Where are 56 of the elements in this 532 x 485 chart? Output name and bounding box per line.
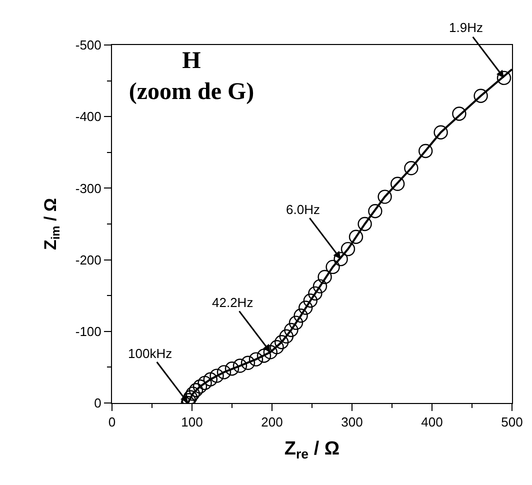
point <box>308 286 322 301</box>
point <box>496 70 512 86</box>
x-tick-label: 100 <box>181 414 203 430</box>
point <box>188 383 204 398</box>
point <box>368 204 382 218</box>
point <box>279 329 294 344</box>
point <box>216 365 232 380</box>
point <box>248 352 264 366</box>
point <box>210 368 224 383</box>
point <box>474 88 488 103</box>
annotation: 42.2Hz <box>212 295 254 310</box>
point <box>390 176 405 191</box>
y-tick-label: -400 <box>75 109 102 124</box>
point <box>203 372 218 386</box>
annotation: 1.9Hz <box>449 20 483 35</box>
y-tick-label: -100 <box>75 324 102 339</box>
point <box>434 125 448 140</box>
point <box>192 379 208 394</box>
annotation: 100kHz <box>128 346 172 361</box>
point <box>404 161 418 176</box>
y-tick-label: -200 <box>75 252 102 268</box>
x-tick-label: 400 <box>421 414 443 430</box>
text: H (zoom de G) <box>128 48 254 106</box>
point <box>326 260 340 274</box>
point <box>418 144 433 158</box>
annotation: 6.0Hz <box>286 202 320 217</box>
point <box>340 242 356 256</box>
point <box>312 279 328 294</box>
point <box>274 335 289 350</box>
point <box>334 252 348 266</box>
point <box>270 340 284 354</box>
point <box>256 348 272 363</box>
point <box>240 356 256 370</box>
x-tick-label: 300 <box>341 414 363 430</box>
point <box>232 358 248 373</box>
y-tick-label: -500 <box>75 38 102 53</box>
x-axis-title: Z$_{re}$ / Ω <box>284 438 340 462</box>
y-tick-label: 0 <box>94 396 102 411</box>
point <box>318 270 332 284</box>
x-tick-label: 200 <box>261 414 283 430</box>
point <box>358 216 372 232</box>
point <box>452 106 466 121</box>
point <box>294 308 308 323</box>
point <box>378 190 392 204</box>
point <box>198 376 212 390</box>
point <box>298 300 313 315</box>
point <box>186 386 200 401</box>
x-tick-label: 0 <box>108 414 116 430</box>
point <box>263 345 278 360</box>
y-tick-label: -300 <box>75 180 102 196</box>
point <box>348 230 364 244</box>
point <box>303 294 318 308</box>
point <box>284 322 298 338</box>
point <box>224 362 240 376</box>
x-tick-label: 500 <box>501 414 523 430</box>
point <box>288 316 304 330</box>
